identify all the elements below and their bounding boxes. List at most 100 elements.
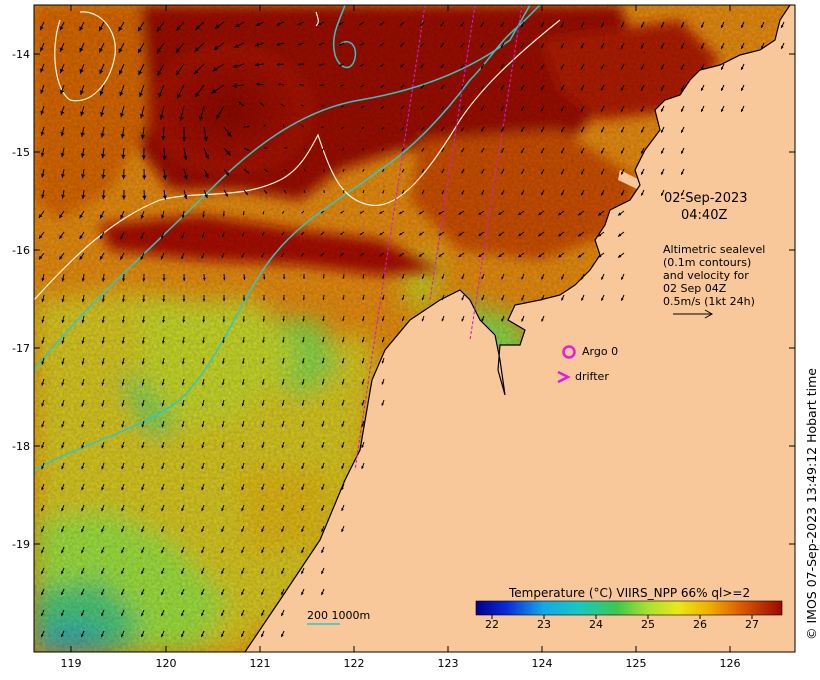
- velocity-arrow-icon: [577, 210, 585, 216]
- velocity-arrow-icon: [41, 420, 45, 428]
- velocity-arrow-icon: [720, 63, 725, 71]
- velocity-arrow-icon: [580, 126, 585, 133]
- velocity-arrow-icon: [181, 126, 187, 142]
- velocity-arrow-icon: [580, 105, 585, 112]
- velocity-arrow-icon: [580, 21, 585, 28]
- velocity-arrow-icon: [660, 105, 665, 112]
- velocity-arrow-icon: [540, 168, 545, 175]
- velocity-arrow-icon: [201, 567, 205, 575]
- velocity-arrow-icon: [700, 63, 705, 71]
- velocity-arrow-icon: [600, 147, 605, 154]
- velocity-arrow-icon: [162, 147, 167, 161]
- velocity-arrow-icon: [680, 84, 685, 91]
- velocity-arrow-icon: [521, 168, 525, 175]
- velocity-arrow-icon: [342, 294, 345, 301]
- velocity-arrow-icon: [520, 105, 525, 112]
- velocity-arrow-icon: [181, 231, 185, 239]
- velocity-arrow-icon: [121, 189, 126, 200]
- velocity-arrow-icon: [301, 483, 305, 491]
- velocity-arrow-icon: [398, 231, 405, 236]
- velocity-arrow-icon: [297, 42, 305, 46]
- velocity-field: [38, 21, 785, 638]
- velocity-arrow-icon: [441, 126, 445, 132]
- velocity-arrow-icon: [59, 21, 65, 31]
- velocity-arrow-icon: [221, 525, 225, 533]
- velocity-arrow-icon: [361, 336, 365, 343]
- velocity-arrow-icon: [381, 399, 385, 406]
- velocity-arrow-icon: [700, 42, 705, 50]
- velocity-arrow-icon: [401, 315, 405, 322]
- velocity-arrow-icon: [194, 84, 205, 98]
- velocity-arrow-icon: [440, 21, 445, 27]
- velocity-arrow-icon: [342, 168, 345, 173]
- legend-argo-label: Argo 0: [582, 345, 619, 358]
- velocity-arrow-icon: [520, 42, 525, 49]
- velocity-arrow-icon: [262, 210, 265, 215]
- velocity-arrow-icon: [342, 336, 345, 343]
- velocity-arrow-icon: [81, 273, 85, 282]
- velocity-arrow-icon: [221, 567, 225, 575]
- velocity-arrow-icon: [61, 525, 65, 533]
- velocity-arrow-icon: [537, 210, 545, 216]
- velocity-arrow-icon: [379, 231, 385, 236]
- velocity-arrow-icon: [161, 567, 165, 575]
- velocity-arrow-icon: [680, 147, 685, 154]
- velocity-arrow-icon: [161, 378, 165, 386]
- velocity-arrow-icon: [322, 273, 325, 279]
- velocity-arrow-icon: [620, 147, 625, 154]
- velocity-arrow-icon: [81, 462, 85, 470]
- velocity-arrow-icon: [338, 42, 345, 46]
- velocity-arrow-icon: [99, 252, 105, 260]
- velocity-arrow-icon: [122, 273, 126, 282]
- velocity-arrow-icon: [520, 63, 525, 70]
- velocity-arrow-icon: [401, 273, 405, 279]
- velocity-arrow-icon: [680, 42, 685, 49]
- velocity-arrow-icon: [321, 441, 325, 449]
- velocity-arrow-icon: [460, 42, 465, 48]
- velocity-arrow-icon: [158, 84, 165, 98]
- velocity-arrow-icon: [40, 84, 45, 94]
- lon-tick-label: 121: [250, 657, 271, 670]
- velocity-arrow-icon: [720, 42, 725, 50]
- velocity-arrow-icon: [38, 210, 45, 219]
- velocity-arrow-icon: [81, 189, 86, 199]
- velocity-arrow-icon: [121, 588, 125, 596]
- velocity-arrow-icon: [480, 42, 485, 48]
- velocity-arrow-icon: [401, 147, 405, 152]
- velocity-arrow-icon: [61, 441, 65, 449]
- colorbar-title: Temperature (°C) VIIRS_NPP 66% ql>=2: [509, 586, 751, 600]
- velocity-arrow-icon: [61, 378, 65, 386]
- velocity-arrow-icon: [441, 294, 445, 301]
- velocity-arrow-icon: [41, 189, 45, 199]
- velocity-arrow-icon: [361, 420, 365, 427]
- velocity-arrow-icon: [241, 399, 245, 407]
- velocity-arrow-icon: [323, 168, 325, 173]
- velocity-arrow-icon: [421, 294, 425, 301]
- velocity-arrow-icon: [221, 588, 225, 596]
- velocity-arrow-icon: [640, 42, 645, 49]
- velocity-arrow-icon: [201, 378, 205, 386]
- velocity-arrow-icon: [277, 83, 285, 86]
- velocity-arrow-icon: [441, 189, 445, 195]
- lat-tick-label: -17: [12, 342, 30, 355]
- velocity-arrow-icon: [81, 441, 85, 449]
- velocity-arrow-icon: [40, 567, 45, 575]
- velocity-arrow-icon: [121, 420, 125, 428]
- velocity-arrow-icon: [640, 21, 645, 28]
- velocity-arrow-icon: [41, 462, 45, 470]
- velocity-arrow-icon: [182, 315, 186, 323]
- velocity-arrow-icon: [441, 168, 445, 174]
- velocity-arrow-icon: [339, 252, 345, 257]
- velocity-arrow-icon: [41, 504, 45, 512]
- velocity-arrow-icon: [182, 336, 185, 344]
- velocity-arrow-icon: [40, 147, 45, 157]
- velocity-arrow-icon: [100, 630, 105, 638]
- velocity-arrow-icon: [261, 420, 265, 428]
- velocity-arrow-icon: [281, 546, 285, 554]
- velocity-arrow-icon: [140, 609, 145, 617]
- plot-frame: [33, 4, 796, 653]
- velocity-arrow-icon: [100, 126, 105, 138]
- velocity-arrow-icon: [240, 630, 245, 638]
- velocity-arrow-icon: [181, 588, 185, 596]
- velocity-arrow-icon: [340, 231, 345, 236]
